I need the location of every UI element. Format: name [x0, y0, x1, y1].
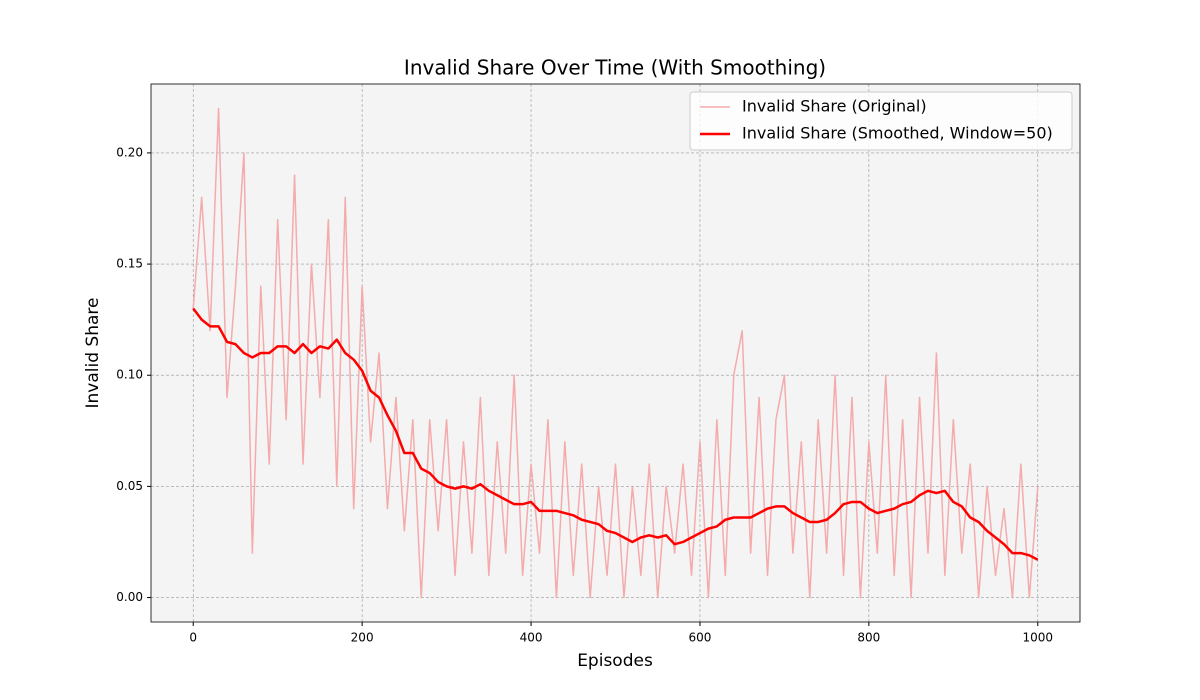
y-tick-label: 0.10 [116, 368, 143, 382]
legend-label: Invalid Share (Original) [742, 97, 927, 116]
plot-frame [150, 83, 1081, 623]
data-line [192, 307, 1039, 561]
chart-title: Invalid Share Over Time (With Smoothing) [404, 56, 826, 80]
x-axis-label: Episodes [577, 651, 653, 671]
x-tick-label: 0 [189, 631, 197, 645]
y-tick-label: 0.05 [116, 479, 143, 493]
y-tick-label: 0.00 [116, 590, 143, 604]
x-tick-label: 1000 [1022, 631, 1053, 645]
y-tick-label: 0.20 [116, 145, 143, 159]
y-axis-label: Invalid Share [83, 298, 103, 409]
x-tick-label: 200 [351, 631, 374, 645]
plot-area [151, 84, 1080, 622]
x-tick-label: 600 [689, 631, 712, 645]
legend-box [689, 91, 1073, 151]
legend-label: Invalid Share (Smoothed, Window=50) [742, 124, 1053, 143]
x-tick-label: 400 [520, 631, 543, 645]
y-tick-label: 0.15 [116, 257, 143, 271]
legend: Invalid Share (Original) Invalid Share (S… [689, 91, 1073, 151]
x-tick-label: 800 [857, 631, 880, 645]
data-line [192, 107, 1039, 599]
